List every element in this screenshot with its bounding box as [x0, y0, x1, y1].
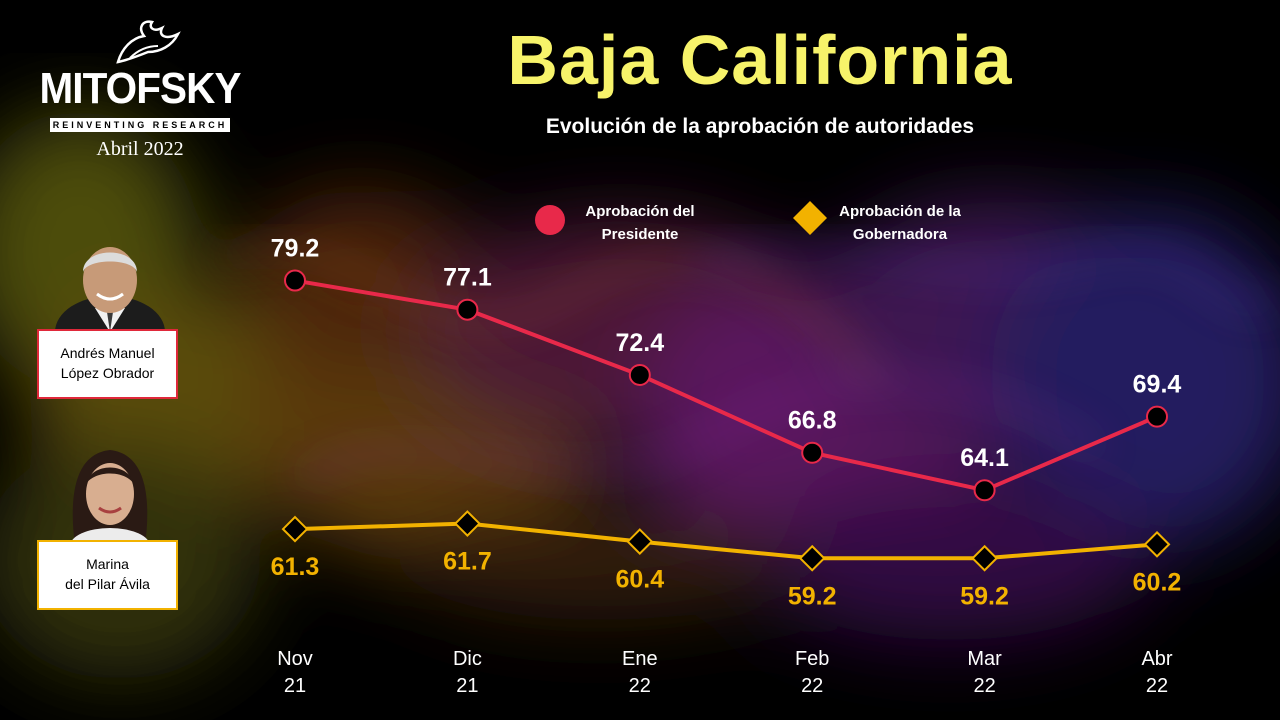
- mitofsky-logo: MITOFSKY REINVENTING RESEARCH Abril 2022: [30, 18, 250, 160]
- x-tick-month-5: Abr: [1141, 648, 1172, 670]
- governor-value-label-1: 61.7: [443, 548, 492, 576]
- page-title: Baja California: [507, 21, 1013, 99]
- x-tick-year-5: 22: [1146, 675, 1168, 697]
- x-tick-month-4: Mar: [967, 648, 1002, 670]
- governor-name-line2: del Pilar Ávila: [65, 576, 150, 592]
- legend-governor-label: Aprobación de la Gobernadora: [830, 200, 970, 246]
- legend-president-label: Aprobación del Presidente: [575, 200, 705, 246]
- president-value-label-4: 64.1: [960, 444, 1009, 472]
- page-subtitle: Evolución de la aprobación de autoridade…: [545, 115, 975, 138]
- legend-governor-line1: Aprobación de la: [839, 203, 961, 220]
- legend-president-line2: Presidente: [601, 226, 679, 243]
- x-tick-year-1: 21: [456, 675, 478, 697]
- president-point-5: [1146, 405, 1168, 428]
- governor-value-label-0: 61.3: [271, 553, 320, 581]
- president-name-line1: Andrés Manuel: [60, 345, 155, 361]
- governor-series-line: [294, 521, 1158, 561]
- x-tick-year-2: 22: [629, 675, 651, 697]
- governor-name-box: Marina del Pilar Ávila: [37, 540, 178, 610]
- president-point-0: [284, 269, 306, 292]
- president-point-1: [456, 298, 479, 321]
- president-value-label-2: 72.4: [615, 329, 664, 357]
- governor-point-1: [453, 510, 481, 537]
- president-value-label-3: 66.8: [788, 407, 837, 435]
- x-tick-year-0: 21: [284, 675, 306, 697]
- x-tick-month-0: Nov: [277, 648, 313, 670]
- governor-value-label-4: 59.2: [960, 582, 1009, 610]
- president-series-line: [294, 278, 1158, 493]
- governor-value-label-5: 60.2: [1133, 568, 1182, 596]
- governor-point-2: [626, 528, 654, 556]
- president-value-label-5: 69.4: [1133, 371, 1182, 399]
- governor-point-0: [281, 515, 309, 543]
- legend-governor-line2: Gobernadora: [852, 226, 948, 243]
- x-tick-month-3: Feb: [795, 648, 829, 670]
- x-tick-year-3: 22: [801, 675, 823, 697]
- president-value-label-0: 79.2: [271, 235, 320, 263]
- governor-name-line1: Marina: [86, 556, 129, 572]
- governor-value-label-2: 60.4: [615, 566, 664, 594]
- legend-president-marker: [535, 205, 565, 235]
- legend-governor-marker: [793, 201, 827, 235]
- president-portrait: [55, 247, 165, 334]
- governor-point-4: [971, 544, 999, 572]
- president-name-box: Andrés Manuel López Obrador: [37, 329, 178, 399]
- governor-point-5: [1143, 530, 1171, 558]
- president-point-3: [801, 441, 824, 464]
- legend-president-line1: Aprobación del: [585, 203, 695, 220]
- president-value-label-1: 77.1: [443, 264, 492, 292]
- president-point-4: [973, 479, 996, 502]
- bird-logo-icon: [116, 20, 181, 64]
- report-date: Abril 2022: [96, 138, 184, 160]
- x-tick-month-2: Ene: [622, 648, 658, 670]
- president-point-2: [628, 363, 651, 386]
- president-name-line2: López Obrador: [60, 365, 155, 381]
- governor-value-label-3: 59.2: [788, 582, 837, 610]
- x-tick-month-1: Dic: [453, 648, 482, 670]
- logo-tagline: REINVENTING RESEARCH: [50, 118, 230, 132]
- governor-point-3: [798, 544, 826, 572]
- x-tick-year-4: 22: [973, 675, 995, 697]
- logo-name: MITOFSKY: [39, 64, 241, 113]
